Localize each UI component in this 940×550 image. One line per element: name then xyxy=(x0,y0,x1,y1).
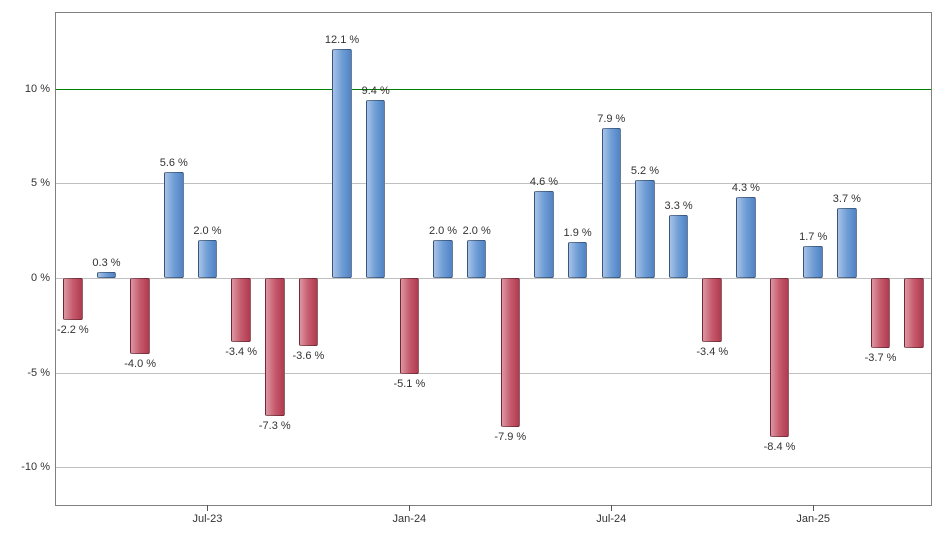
bar-label: -4.0 % xyxy=(124,358,156,370)
bar xyxy=(568,242,588,278)
bar-label: 1.9 % xyxy=(564,227,592,239)
bar xyxy=(299,278,319,346)
bar-label: 12.1 % xyxy=(325,34,359,46)
gridline xyxy=(56,467,931,468)
bar-label: -5.1 % xyxy=(393,378,425,390)
bar-label: 4.6 % xyxy=(530,176,558,188)
bar xyxy=(130,278,150,354)
bar-label: 2.0 % xyxy=(463,225,491,237)
bar xyxy=(871,278,891,348)
bar-label: -8.4 % xyxy=(764,441,796,453)
y-tick-label: -10 % xyxy=(21,461,50,473)
y-tick-label: 10 % xyxy=(25,83,50,95)
bar-label: 3.3 % xyxy=(665,200,693,212)
x-tick-label: Jan-25 xyxy=(796,513,830,525)
x-tick-label: Jul-24 xyxy=(596,513,626,525)
bar-label: 7.9 % xyxy=(597,113,625,125)
bar xyxy=(702,278,722,342)
bar-label: -2.2 % xyxy=(57,324,89,336)
bar xyxy=(602,128,622,277)
bar xyxy=(904,278,924,348)
bar xyxy=(501,278,521,427)
bar-label: 5.6 % xyxy=(160,157,188,169)
bar xyxy=(534,191,554,278)
bar xyxy=(803,246,823,278)
bar-label: 4.3 % xyxy=(732,182,760,194)
x-tick xyxy=(611,505,612,511)
bar xyxy=(231,278,251,342)
gridline xyxy=(56,183,931,184)
bar xyxy=(433,240,453,278)
y-tick-label: -5 % xyxy=(27,367,50,379)
bar-label: -3.6 % xyxy=(292,350,324,362)
bar xyxy=(669,215,689,277)
bar-label: 0.3 % xyxy=(92,257,120,269)
x-tick xyxy=(813,505,814,511)
bar-label: 2.0 % xyxy=(193,225,221,237)
bar-label: 1.7 % xyxy=(799,231,827,243)
bar-label: 9.4 % xyxy=(362,85,390,97)
y-tick-label: 0 % xyxy=(31,272,50,284)
x-tick xyxy=(409,505,410,511)
bar-label: 3.7 % xyxy=(833,193,861,205)
reference-line xyxy=(56,89,931,90)
bar xyxy=(736,197,756,278)
bar xyxy=(97,272,117,278)
bar-label: -3.4 % xyxy=(696,346,728,358)
bar-label: -3.4 % xyxy=(225,346,257,358)
bar xyxy=(635,180,655,278)
bar-label: -3.7 % xyxy=(865,352,897,364)
bar xyxy=(198,240,218,278)
bar xyxy=(164,172,184,278)
bar xyxy=(332,49,352,278)
monthly-return-chart: -10 % -5 % 0 % 5 % 10 % -2.2 % 0.3 % -4.0 % 5.6 … xyxy=(0,0,940,550)
bar xyxy=(63,278,83,320)
x-tick xyxy=(207,505,208,511)
y-tick-label: 5 % xyxy=(31,177,50,189)
bar-label: -7.9 % xyxy=(494,431,526,443)
zero-line xyxy=(56,278,931,279)
plot-area: -10 %-5 %0 %5 %10 %-2.2 %0.3 %-4.0 %5.6 … xyxy=(55,12,932,506)
bar xyxy=(467,240,487,278)
bar-label: 5.2 % xyxy=(631,165,659,177)
bar xyxy=(265,278,285,416)
bar-label: -7.3 % xyxy=(259,420,291,432)
x-tick-label: Jul-23 xyxy=(192,513,222,525)
gridline xyxy=(56,373,931,374)
bar xyxy=(400,278,420,375)
bar xyxy=(366,100,386,278)
bar xyxy=(770,278,790,437)
x-tick-label: Jan-24 xyxy=(393,513,427,525)
bar-label: 2.0 % xyxy=(429,225,457,237)
bar xyxy=(837,208,857,278)
